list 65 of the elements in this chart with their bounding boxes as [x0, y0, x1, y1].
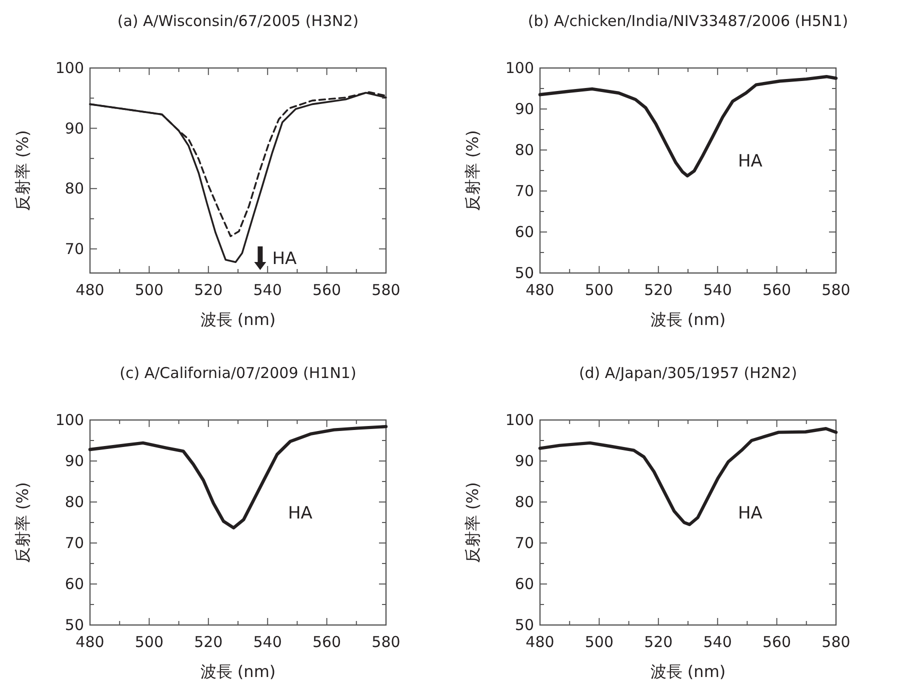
x-tick-label: 520: [194, 633, 223, 651]
y-tick-label: 100: [55, 411, 84, 429]
x-axis-title: 波長 (nm): [200, 662, 276, 681]
annotation: HA: [272, 249, 297, 270]
x-tick-label: 580: [372, 633, 400, 651]
x-tick-label: 500: [134, 281, 164, 299]
y-tick-label: 50: [514, 616, 534, 634]
y-tick-label: 60: [514, 575, 534, 593]
x-axis-title: 波長 (nm): [650, 662, 726, 681]
chart-title: (b) A/chicken/India/NIV33487/2006 (H5N1): [528, 12, 848, 30]
y-tick-label: 70: [514, 534, 534, 552]
annotation: HA: [738, 151, 763, 172]
y-tick-label: 80: [514, 493, 534, 511]
y-tick-label: 70: [514, 182, 534, 200]
x-tick-label: 540: [253, 281, 282, 299]
chart-title: (c) A/California/07/2009 (H1N1): [120, 364, 356, 382]
line-series: [88, 424, 388, 530]
x-tick-label: 580: [822, 633, 850, 651]
x-tick-label: 560: [312, 633, 342, 651]
y-tick-label: 100: [505, 411, 534, 429]
annotation: HA: [738, 503, 763, 524]
x-axis-title: 波長 (nm): [200, 310, 276, 329]
y-tick-label: 90: [64, 452, 84, 470]
chart-title: (a) A/Wisconsin/67/2005 (H3N2): [117, 12, 359, 30]
x-tick-label: 540: [703, 281, 732, 299]
y-tick-label: 70: [64, 534, 84, 552]
x-tick-label: 520: [644, 633, 673, 651]
x-tick-label: 560: [762, 633, 792, 651]
y-axis-title: 反射率 (%): [463, 482, 482, 563]
y-tick-label: 60: [64, 575, 84, 593]
line-series: [538, 75, 838, 178]
x-tick-label: 480: [76, 281, 104, 299]
y-tick-label: 100: [55, 59, 84, 77]
y-tick-label: 50: [64, 616, 84, 634]
line-series: [538, 427, 838, 526]
x-tick-label: 480: [526, 281, 554, 299]
y-tick-label: 80: [64, 493, 84, 511]
y-tick-label: 90: [64, 119, 84, 138]
annotation: HA: [288, 503, 313, 524]
x-tick-label: 500: [584, 633, 614, 651]
x-tick-label: 500: [584, 281, 614, 299]
y-tick-label: 90: [514, 452, 534, 470]
x-tick-label: 580: [822, 281, 850, 299]
x-axis-title: 波長 (nm): [650, 310, 726, 329]
y-tick-label: 80: [64, 180, 84, 198]
x-tick-label: 520: [194, 281, 223, 299]
y-tick-label: 70: [64, 240, 84, 258]
x-tick-label: 480: [76, 633, 104, 651]
x-tick-label: 480: [526, 633, 554, 651]
x-tick-label: 560: [312, 281, 342, 299]
x-tick-label: 560: [762, 281, 792, 299]
y-tick-label: 100: [505, 59, 534, 77]
y-tick-label: 60: [514, 223, 534, 241]
x-tick-label: 540: [253, 633, 282, 651]
x-tick-label: 540: [703, 633, 732, 651]
y-axis-title: 反射率 (%): [463, 130, 482, 211]
chart-title: (d) A/Japan/305/1957 (H2N2): [578, 364, 798, 382]
y-axis-title: 反射率 (%): [13, 130, 32, 211]
y-tick-label: 50: [514, 264, 534, 282]
x-tick-label: 580: [372, 281, 400, 299]
x-tick-label: 520: [644, 281, 673, 299]
y-axis-title: 反射率 (%): [13, 482, 32, 563]
x-tick-label: 500: [134, 633, 164, 651]
y-tick-label: 80: [514, 141, 534, 159]
y-tick-label: 90: [514, 100, 534, 118]
